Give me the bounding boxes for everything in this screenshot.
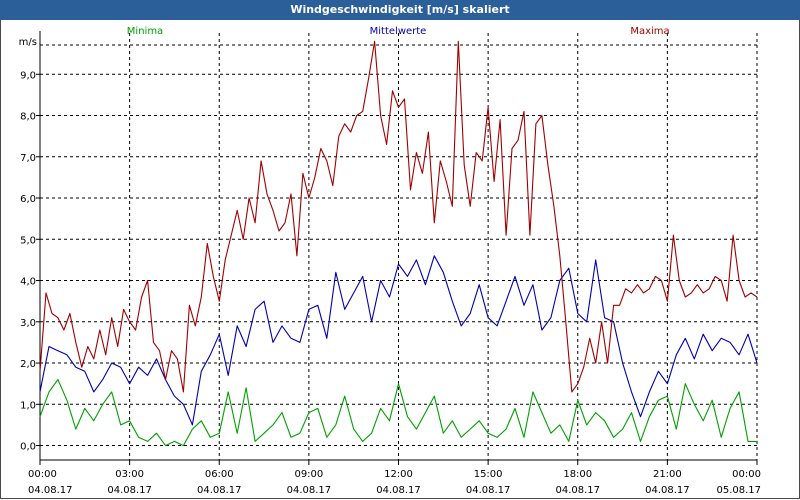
y-tick-label: 7,0 <box>20 153 36 164</box>
y-tick-label: 9,0 <box>20 70 36 81</box>
legend-mittelwerte: Mittelwerte <box>370 26 427 37</box>
x-tick-date: 04.08.17 <box>555 485 600 496</box>
x-tick-date: 04.08.17 <box>376 485 421 496</box>
y-tick-label: 3,0 <box>20 318 36 329</box>
tick-labels: 0,0 1,0 2,0 3,0 4,0 5,0 6,0 7,0 8,0 9,0 00:00 04.08… <box>19 37 761 496</box>
series-maxima <box>39 40 758 393</box>
chart-title: Windgeschwindigkeit [m/s] skaliert <box>0 0 800 20</box>
x-tick-time: 18:00 <box>563 469 592 480</box>
legend: Minima Mittelwerte Maxima <box>127 26 670 37</box>
y-axis-label: m/s <box>19 37 37 48</box>
x-tick-time: 09:00 <box>294 469 323 480</box>
y-tick-label: 0,0 <box>20 442 36 453</box>
chart-canvas: 0,0 1,0 2,0 3,0 4,0 5,0 6,0 7,0 8,0 9,0 00:00 04.08… <box>19 26 761 496</box>
x-tick-time: 12:00 <box>384 469 413 480</box>
legend-minima: Minima <box>127 26 163 37</box>
y-tick-label: 5,0 <box>20 235 36 246</box>
x-tick-time: 21:00 <box>653 469 682 480</box>
series-lines <box>39 40 758 447</box>
series-minima <box>39 379 757 447</box>
x-tick-date: 04.08.17 <box>197 485 242 496</box>
x-tick-time: 03:00 <box>115 469 144 480</box>
x-tick-time: 00:00 <box>732 469 761 480</box>
y-tick-label: 8,0 <box>20 112 36 123</box>
y-tick-label: 4,0 <box>20 277 36 288</box>
x-tick-date: 04.08.17 <box>287 485 332 496</box>
y-tick-label: 2,0 <box>20 359 36 370</box>
legend-maxima: Maxima <box>630 26 669 37</box>
x-tick-time: 15:00 <box>474 469 503 480</box>
x-tick-time: 06:00 <box>205 469 234 480</box>
series-mittelwerte <box>39 255 758 426</box>
y-tick-label: 1,0 <box>20 400 36 411</box>
chart-frame <box>0 20 800 499</box>
y-tick-label: 6,0 <box>20 194 36 205</box>
x-tick-date: 04.08.17 <box>28 485 73 496</box>
x-tick-time: 00:00 <box>28 469 57 480</box>
x-tick-date: 04.08.17 <box>645 485 690 496</box>
grid-lines <box>40 33 758 460</box>
x-tick-date: 05.08.17 <box>716 485 761 496</box>
axes <box>36 31 758 465</box>
x-tick-date: 04.08.17 <box>107 485 152 496</box>
x-tick-date: 04.08.17 <box>466 485 511 496</box>
